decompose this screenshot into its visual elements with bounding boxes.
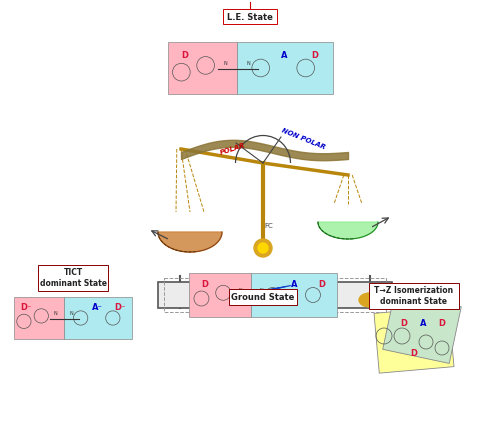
Text: L.E. State: L.E. State bbox=[227, 12, 273, 22]
FancyBboxPatch shape bbox=[64, 297, 132, 339]
Text: D: D bbox=[400, 319, 407, 328]
Ellipse shape bbox=[359, 293, 381, 307]
Text: D: D bbox=[201, 279, 208, 289]
Polygon shape bbox=[388, 294, 394, 298]
FancyBboxPatch shape bbox=[14, 297, 64, 339]
Text: N: N bbox=[238, 288, 242, 293]
Polygon shape bbox=[374, 307, 454, 373]
Text: N: N bbox=[246, 61, 250, 66]
Circle shape bbox=[254, 239, 272, 257]
Text: D: D bbox=[410, 349, 417, 358]
FancyBboxPatch shape bbox=[38, 265, 108, 291]
Text: N: N bbox=[223, 61, 227, 66]
Text: Ground State: Ground State bbox=[232, 293, 294, 301]
Polygon shape bbox=[382, 293, 462, 363]
FancyBboxPatch shape bbox=[237, 42, 332, 94]
Text: D: D bbox=[438, 319, 445, 328]
Text: N: N bbox=[70, 312, 73, 316]
Polygon shape bbox=[318, 222, 378, 239]
Circle shape bbox=[376, 288, 390, 302]
Text: D: D bbox=[318, 279, 325, 289]
FancyBboxPatch shape bbox=[369, 283, 459, 309]
Text: N: N bbox=[260, 288, 264, 293]
Circle shape bbox=[258, 243, 268, 253]
Text: D: D bbox=[182, 51, 188, 59]
FancyBboxPatch shape bbox=[251, 273, 337, 317]
Text: NON POLAR: NON POLAR bbox=[280, 127, 326, 150]
Text: FC: FC bbox=[264, 223, 274, 229]
Text: A: A bbox=[291, 279, 298, 289]
Text: D: D bbox=[312, 51, 318, 59]
Text: D⁻: D⁻ bbox=[20, 303, 32, 312]
Text: N: N bbox=[54, 312, 57, 316]
FancyBboxPatch shape bbox=[158, 282, 392, 308]
Text: D⁻: D⁻ bbox=[114, 303, 126, 312]
FancyBboxPatch shape bbox=[189, 273, 251, 317]
Text: TICT
dominant State: TICT dominant State bbox=[40, 268, 106, 288]
Text: A: A bbox=[420, 319, 426, 328]
FancyBboxPatch shape bbox=[223, 9, 277, 24]
Text: T→Z Isomerization
dominant State: T→Z Isomerization dominant State bbox=[374, 286, 454, 306]
FancyBboxPatch shape bbox=[229, 289, 297, 305]
Text: POLAR: POLAR bbox=[220, 142, 246, 156]
FancyBboxPatch shape bbox=[168, 42, 237, 94]
Polygon shape bbox=[158, 232, 222, 252]
Text: A: A bbox=[282, 51, 288, 59]
Text: A⁻: A⁻ bbox=[92, 303, 103, 312]
